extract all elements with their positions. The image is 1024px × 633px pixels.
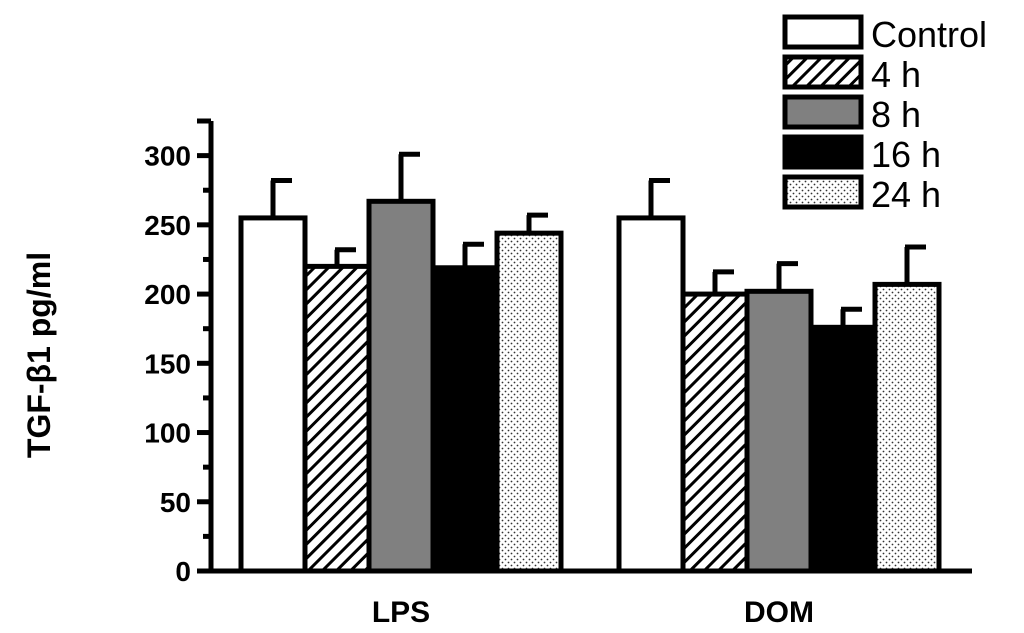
- error-bar: [648, 178, 670, 218]
- y-tick-label: 150: [144, 348, 191, 379]
- legend-label: 24 h: [871, 174, 941, 215]
- legend-label: 4 h: [871, 54, 921, 95]
- bar-dom-4h: [680, 291, 750, 574]
- x-category-label: DOM: [744, 596, 814, 629]
- y-tick-label: 300: [144, 141, 191, 172]
- y-tick-label: 250: [144, 210, 191, 241]
- error-bar: [840, 306, 862, 328]
- bar-lps-16h: [430, 265, 500, 574]
- bar-dom-16h: [808, 324, 878, 574]
- bar-lps-4h: [302, 263, 372, 574]
- error-bar: [712, 269, 734, 295]
- legend-label: 16 h: [871, 134, 941, 175]
- legend-swatch: [782, 94, 864, 130]
- bar-lps-24h: [494, 230, 564, 574]
- y-tick-label: 0: [175, 556, 191, 587]
- y-tick-label: 200: [144, 279, 191, 310]
- legend-swatch: [782, 54, 864, 90]
- error-bar: [904, 244, 926, 285]
- legend-swatch: [782, 134, 864, 170]
- error-bar: [776, 261, 798, 292]
- error-bar: [398, 151, 420, 202]
- legend-swatch: [782, 174, 864, 210]
- y-axis-title: TGF-β1 pg/ml: [21, 252, 57, 458]
- bar-lps-control: [238, 215, 308, 574]
- y-tick-label: 100: [144, 418, 191, 449]
- bar-lps-8h: [366, 198, 436, 574]
- legend-label: 8 h: [871, 94, 921, 135]
- bar-dom-control: [616, 215, 686, 574]
- error-bar: [270, 178, 292, 218]
- error-bar: [462, 241, 484, 268]
- y-tick-label: 50: [160, 487, 191, 518]
- error-bar: [526, 212, 548, 234]
- bar-dom-24h: [872, 281, 942, 574]
- legend-swatch: [782, 14, 864, 50]
- y-axis-label: TGF-β1 pg/ml: [21, 252, 57, 458]
- bar-dom-8h: [744, 288, 814, 574]
- legend-label: Control: [871, 14, 987, 55]
- error-bar: [334, 247, 356, 267]
- x-category-label: LPS: [372, 596, 430, 629]
